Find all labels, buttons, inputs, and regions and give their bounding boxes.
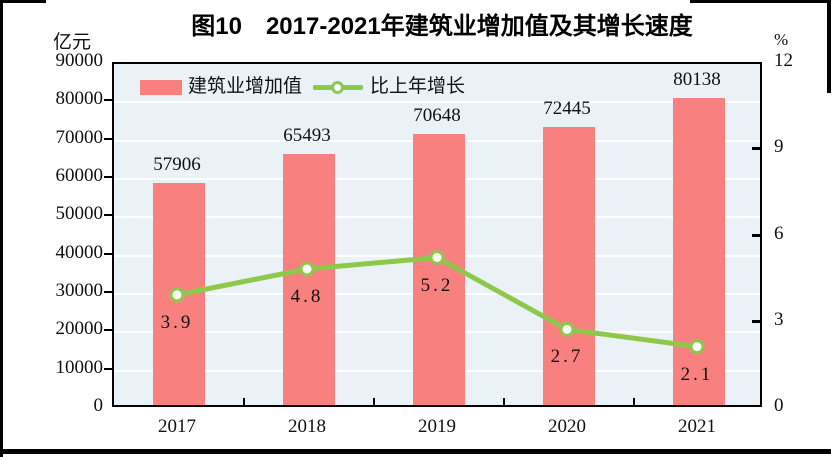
line-marker-2018	[299, 261, 315, 277]
right-axis-tick-label: 9	[774, 136, 784, 158]
x-axis-tick	[373, 398, 375, 405]
right-axis-tick-label: 3	[774, 308, 784, 330]
left-axis-unit-label: 亿元	[53, 32, 92, 53]
left-axis-tick	[104, 176, 112, 178]
right-axis-unit-label: %	[774, 30, 789, 49]
page-frame-bottom-rule	[0, 449, 831, 454]
left-axis-tick	[104, 214, 112, 217]
x-axis-label-2017: 2017	[158, 416, 196, 437]
legend-line-marker-icon	[331, 81, 344, 94]
left-axis-tick-label: 20000	[55, 318, 104, 340]
right-axis-tick	[752, 319, 762, 323]
line-marker-2021	[689, 339, 705, 355]
growth-line-series	[169, 250, 705, 355]
line-value-label: 4.8	[290, 286, 324, 307]
bar-value-label: 65493	[283, 124, 331, 146]
x-axis-tick	[633, 398, 635, 405]
legend-bar-label: 建筑业增加值	[188, 76, 303, 97]
left-axis-tick-label: 70000	[55, 126, 104, 148]
page-frame-right-line	[827, 0, 831, 93]
left-axis-tick	[104, 252, 112, 255]
left-axis-tick-label: 90000	[55, 50, 104, 71]
x-axis-tick	[243, 398, 245, 405]
left-axis-tick	[104, 99, 112, 102]
bar-value-label: 72445	[543, 98, 591, 120]
bar-value-label: 80138	[673, 68, 721, 90]
x-axis-label-2018: 2018	[288, 416, 326, 437]
bar-value-label: 70648	[413, 105, 461, 127]
left-axis-tick-label: 40000	[55, 241, 104, 263]
right-axis-tick-label: 6	[774, 222, 784, 244]
left-axis-tick-label: 80000	[55, 88, 104, 110]
line-value-label: 2.7	[550, 346, 584, 368]
bar-2020	[543, 127, 595, 405]
left-axis-tick-label: 0	[93, 395, 104, 416]
legend-line-label: 比上年增长	[370, 76, 466, 97]
x-axis-label-2020: 2020	[548, 416, 586, 437]
left-axis-tick	[104, 329, 112, 332]
gridline	[114, 101, 760, 104]
right-axis-tick	[752, 233, 762, 237]
right-axis-tick	[752, 147, 762, 151]
page-frame-left-line	[0, 0, 3, 457]
right-axis-tick-label: 12	[774, 50, 793, 71]
left-axis-tick	[104, 137, 112, 140]
line-marker-2020	[559, 321, 575, 337]
line-marker-2019	[429, 250, 445, 265]
x-axis-label-2021: 2021	[678, 416, 716, 437]
bar-2018	[283, 153, 335, 405]
left-axis-tick-label: 60000	[55, 165, 104, 186]
left-axis-tick-label: 50000	[55, 203, 104, 225]
bar-value-label: 57906	[153, 154, 201, 176]
left-axis-tick	[104, 291, 112, 293]
legend-bar-swatch	[140, 80, 182, 95]
left-axis-tick	[104, 367, 112, 370]
x-axis-tick	[503, 398, 505, 405]
growth-line-path	[174, 254, 700, 350]
page-frame-top-right-line	[690, 0, 831, 3]
line-marker-2017	[169, 287, 185, 303]
line-value-label: 5.2	[420, 274, 454, 296]
page-frame-top-left-line	[0, 0, 46, 3]
chart-title: 图10 2017-2021年建筑业增加值及其增长速度	[191, 13, 693, 40]
left-axis-tick-label: 10000	[55, 356, 104, 378]
left-axis-tick-label: 30000	[55, 280, 104, 301]
plot-area	[112, 62, 762, 407]
line-value-label: 3.9	[160, 311, 194, 333]
x-axis-label-2019: 2019	[418, 416, 456, 437]
right-axis-tick-label: 0	[774, 395, 784, 416]
line-value-label: 2.1	[680, 363, 714, 385]
